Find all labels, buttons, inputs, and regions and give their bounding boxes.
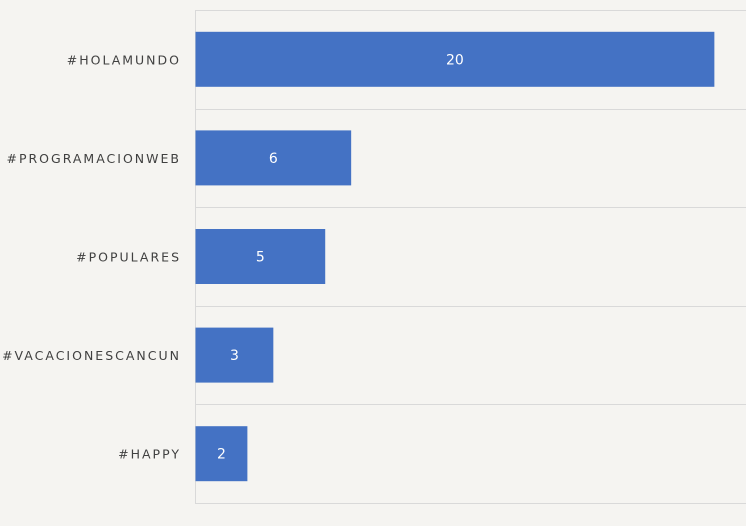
category-label: #POPULARES (76, 250, 181, 265)
category-label: #HAPPY (118, 447, 181, 462)
value-label: 3 (230, 348, 239, 364)
category-label: #HOLAMUNDO (67, 52, 181, 67)
category-label: #VACACIONESCANCUN (2, 348, 181, 363)
value-label: 5 (256, 250, 265, 266)
bar-vacacionescancun (195, 327, 274, 383)
category-label: #PROGRAMACIONWEB (6, 151, 181, 166)
bar-happy (195, 426, 248, 482)
bars (195, 31, 715, 482)
value-label: 2 (217, 447, 226, 463)
bar-populares (195, 229, 326, 284)
grid-lines (195, 10, 746, 504)
value-label: 6 (269, 151, 278, 167)
bar-holamundo (195, 31, 715, 87)
labels: 20 #HOLAMUNDO 6 #PROGRAMACIONWEB 5 #POPULARES… (2, 52, 464, 462)
value-label: 20 (446, 52, 464, 68)
bar-programacionweb (195, 130, 352, 186)
